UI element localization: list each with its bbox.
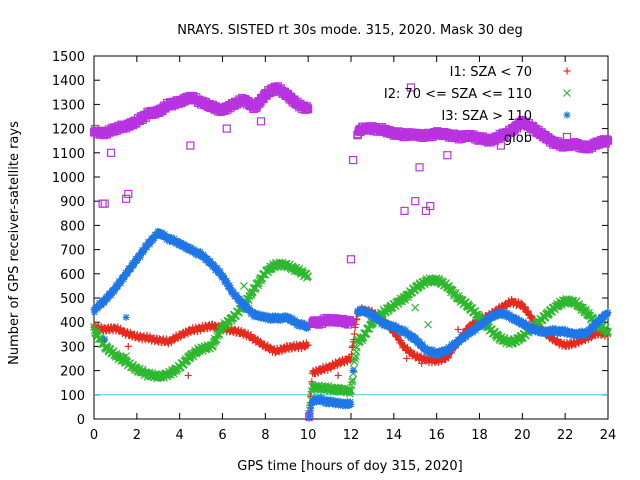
y-tick-label: 1500: [52, 50, 85, 65]
y-tick-label: 800: [60, 219, 85, 234]
y-tick-label: 1300: [52, 98, 85, 113]
y-tick-label: 0: [77, 413, 85, 428]
y-tick-label: 200: [60, 365, 85, 380]
plot-axes: 0 2 4 6 8 10 12 14 16 18 20 22 240100200300400500600…: [52, 50, 616, 443]
cross-b: [90, 326, 99, 335]
y-tick-label: 1200: [52, 123, 85, 138]
y-tick-label: 600: [60, 268, 85, 283]
x-tick-label: 24: [600, 428, 617, 443]
x-tick-label: 12: [343, 428, 360, 443]
series-layer: [89, 82, 613, 422]
x-tick-label: 4: [176, 428, 184, 443]
x-tick-label: 14: [386, 428, 403, 443]
x-tick-label: 2: [133, 428, 141, 443]
series-0: [90, 295, 612, 417]
x-tick-label: 10: [300, 428, 317, 443]
chart-title: NRAYS. SISTED rt 30s mode. 315, 2020. Ma…: [177, 23, 523, 38]
y-tick-label: 900: [60, 195, 85, 210]
outlier-point: [334, 371, 342, 379]
outlier-point: [184, 371, 192, 379]
outlier-point: [124, 342, 132, 350]
x-tick-label: 0: [90, 428, 98, 443]
x-tick-label: 22: [557, 428, 574, 443]
y-tick-label: 1100: [52, 147, 85, 162]
x-tick-label: 16: [428, 428, 445, 443]
outlier-point: [418, 359, 426, 367]
cross-b: [106, 345, 115, 354]
y-tick-label: 300: [60, 340, 85, 355]
cross-b: [93, 327, 101, 336]
x-tick-label: 18: [471, 428, 488, 443]
series-point: [304, 341, 312, 349]
y-tick-label: 500: [60, 292, 85, 307]
outlier-point: [454, 325, 462, 333]
x-tick-label: 6: [218, 428, 226, 443]
y-tick-label: 1400: [52, 74, 85, 89]
y-tick-label: 400: [60, 316, 85, 331]
y-tick-label: 1000: [52, 171, 85, 186]
x-tick-label: 20: [514, 428, 531, 443]
x-tick-label: 8: [261, 428, 269, 443]
outlier-point: [403, 355, 411, 362]
y-tick-label: 100: [60, 389, 85, 404]
y-tick-label: 700: [60, 244, 85, 259]
